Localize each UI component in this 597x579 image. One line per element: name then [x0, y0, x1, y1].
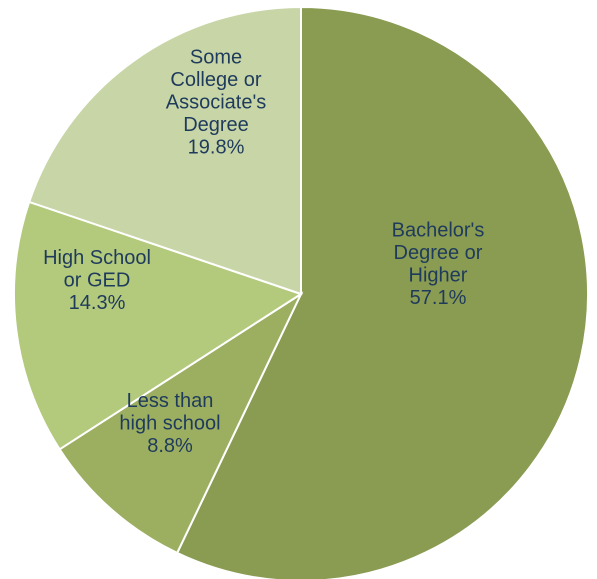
slice-label-line: Some: [190, 46, 242, 68]
slice-label-line: Bachelor's: [392, 220, 485, 242]
slice-label-line: Higher: [409, 265, 468, 287]
slice-label-line: College or: [170, 69, 262, 91]
slice-label-line: High School: [43, 247, 151, 269]
pie-slice-1: [58, 291, 304, 555]
slice-label-line: Less than: [127, 390, 214, 412]
slice-label-line: Degree: [183, 114, 249, 136]
pie-slice-3: [27, 5, 302, 296]
slice-label-2: High School or GED 14.3%: [43, 247, 151, 314]
slice-label-3: Some College or Associate's Degree 19.8%: [166, 46, 267, 158]
pie-labels: Bachelor's Degree or Higher 57.1% Less than h…: [43, 46, 484, 457]
pie-slice-0: [175, 5, 590, 579]
slice-percent-label: 8.8%: [147, 435, 193, 457]
slice-label-1: Less than high school 8.8%: [119, 390, 220, 457]
slice-label-line: Degree or: [394, 242, 483, 264]
slice-label-line: or GED: [64, 269, 131, 291]
slice-label-0: Bachelor's Degree or Higher 57.1%: [392, 220, 485, 309]
slice-percent-label: 57.1%: [410, 287, 467, 309]
slice-percent-label: 19.8%: [188, 136, 245, 158]
slice-percent-label: 14.3%: [69, 292, 126, 314]
pie-slice-2: [13, 200, 304, 451]
slice-label-line: Associate's: [166, 91, 267, 113]
pie-slices: [13, 5, 590, 579]
slice-label-line: high school: [119, 412, 220, 434]
